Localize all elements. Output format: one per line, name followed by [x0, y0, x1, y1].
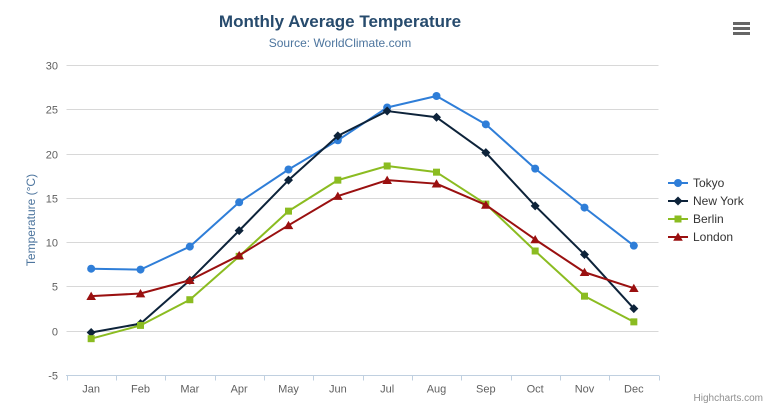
series-london-point[interactable]: [629, 283, 639, 292]
square-legend-marker-icon: [668, 215, 688, 222]
series-new-york-point[interactable]: [530, 201, 540, 211]
y-axis-label: 15: [46, 194, 58, 206]
y-axis-label: 0: [52, 327, 58, 339]
series-new-york-point[interactable]: [234, 226, 244, 236]
series-tokyo-point[interactable]: [629, 241, 638, 250]
x-axis-label: Jul: [380, 384, 394, 396]
series-berlin-point[interactable]: [137, 321, 144, 329]
series-berlin-point[interactable]: [334, 176, 342, 184]
series-london-point[interactable]: [86, 291, 96, 300]
x-axis-label: Dec: [624, 384, 644, 396]
series-london-point[interactable]: [579, 267, 590, 277]
series-berlin-point[interactable]: [531, 247, 539, 255]
series-london-point[interactable]: [283, 220, 294, 230]
y-axis-label: 30: [46, 61, 58, 73]
x-axis-label: Apr: [231, 384, 248, 396]
series-berlin-point[interactable]: [630, 318, 638, 326]
series-berlin-point[interactable]: [581, 292, 588, 300]
context-menu-button[interactable]: [731, 20, 753, 38]
legend-item-new-york[interactable]: New York: [668, 192, 744, 209]
y-axis-label: 10: [46, 238, 58, 250]
series-london-point[interactable]: [234, 250, 244, 260]
legend-item-london[interactable]: London: [668, 228, 744, 245]
series-tokyo-point[interactable]: [185, 242, 194, 251]
series-berlin-point[interactable]: [383, 162, 391, 170]
series-london-line[interactable]: [90, 179, 635, 298]
legend-label: New York: [693, 193, 744, 208]
legend-item-tokyo[interactable]: Tokyo: [668, 174, 744, 191]
x-axis-label: Nov: [575, 384, 595, 396]
series-tokyo-point[interactable]: [235, 198, 244, 207]
series-new-york-point[interactable]: [580, 250, 589, 260]
circle-legend-marker-icon: [668, 178, 688, 187]
chart-title: Monthly Average Temperature: [218, 12, 462, 31]
x-axis-label: Oct: [527, 384, 544, 396]
series-berlin-point[interactable]: [285, 207, 292, 215]
x-axis-label: Sep: [476, 384, 496, 396]
series-tokyo-point[interactable]: [432, 92, 441, 100]
series-new-york-point[interactable]: [432, 112, 441, 122]
credits-link[interactable]: Highcharts.com: [693, 393, 763, 404]
series-berlin-point[interactable]: [186, 296, 194, 304]
series-new-york-point[interactable]: [481, 148, 491, 158]
series-new-york-point[interactable]: [284, 175, 293, 185]
y-axis-title: Temperature (°C): [24, 173, 38, 267]
series-new-york-point[interactable]: [382, 106, 392, 116]
series-london-point[interactable]: [333, 191, 343, 200]
series-london-point[interactable]: [530, 234, 540, 244]
series-tokyo-point[interactable]: [481, 120, 490, 129]
y-axis-label: 20: [46, 150, 58, 162]
series-london-point[interactable]: [431, 179, 442, 188]
series-new-york-point[interactable]: [86, 327, 96, 337]
triangle-legend-marker-icon: [668, 232, 688, 241]
series-berlin-point[interactable]: [87, 335, 95, 343]
series-tokyo-point[interactable]: [136, 265, 145, 274]
series-new-york-point[interactable]: [629, 304, 639, 314]
x-axis-label: Feb: [131, 384, 150, 396]
series-london-point[interactable]: [481, 200, 491, 209]
diamond-legend-marker-icon: [668, 196, 688, 205]
series-tokyo-line[interactable]: [90, 95, 635, 271]
y-axis-label: 25: [46, 105, 58, 117]
series-tokyo-point[interactable]: [580, 203, 589, 212]
chart-subtitle: Source: WorldClimate.com: [268, 36, 412, 50]
series-tokyo-point[interactable]: [87, 264, 96, 273]
legend-label: Berlin: [693, 211, 724, 226]
legend-item-berlin[interactable]: Berlin: [668, 210, 744, 227]
series-london-point[interactable]: [185, 275, 195, 285]
x-axis-label: May: [278, 384, 299, 396]
series-tokyo-point[interactable]: [284, 165, 293, 174]
series-new-york-point[interactable]: [333, 131, 343, 141]
legend-label: London: [693, 229, 734, 244]
x-axis-label: Jun: [329, 384, 347, 396]
x-axis-label: Mar: [180, 384, 199, 396]
series-london-point[interactable]: [382, 175, 392, 184]
x-axis-label: Aug: [427, 384, 447, 396]
x-axis-label: Jan: [82, 384, 100, 396]
y-axis-label: 5: [52, 282, 58, 294]
series-tokyo-point[interactable]: [531, 164, 540, 173]
hamburger-menu-icon: [733, 22, 751, 35]
series-london-point[interactable]: [135, 289, 146, 298]
series-berlin-line[interactable]: [90, 164, 635, 340]
series-berlin-point[interactable]: [433, 168, 440, 176]
series-new-york-line[interactable]: [90, 110, 635, 334]
legend-label: Tokyo: [693, 175, 725, 190]
y-axis-label: -5: [48, 371, 58, 383]
legend: Tokyo New York Berlin London: [668, 174, 744, 246]
